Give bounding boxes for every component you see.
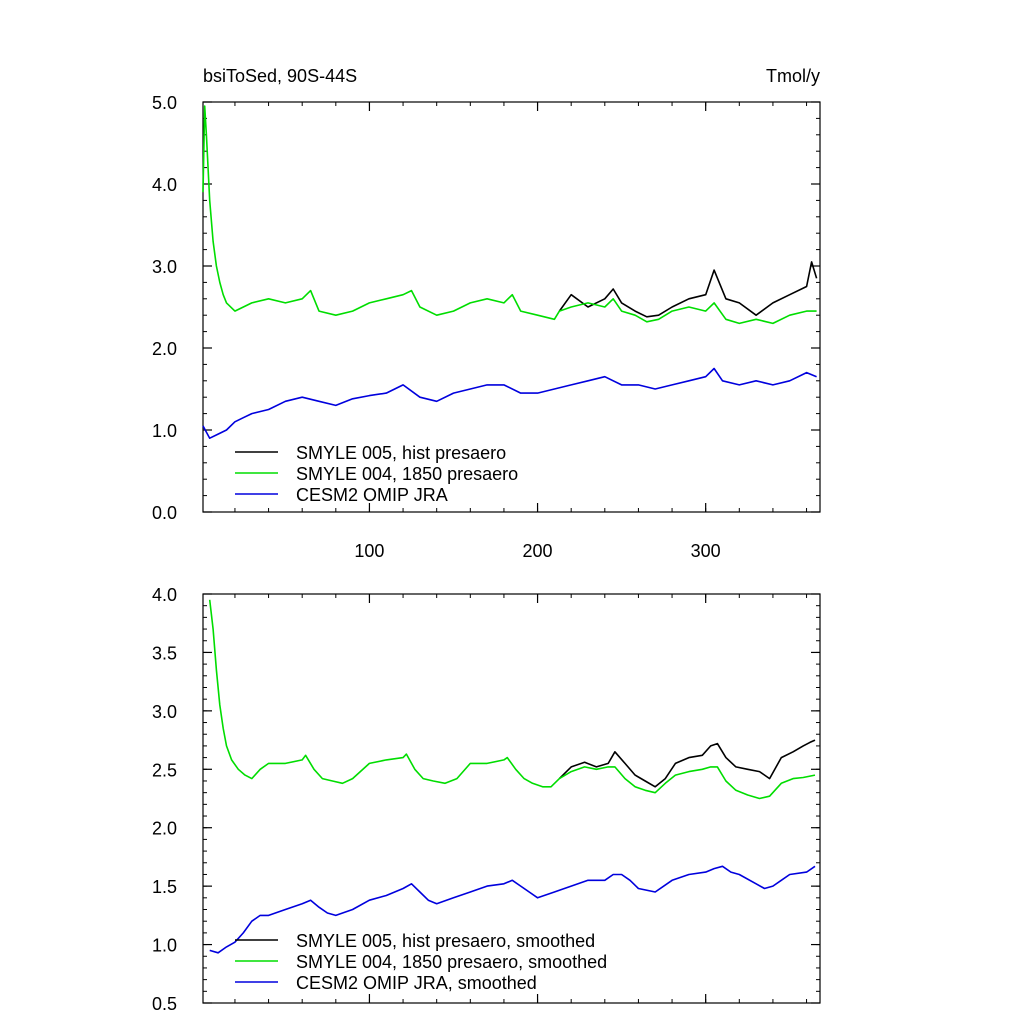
top-x-tick-label: 300 — [691, 541, 721, 561]
bottom-series-line-3 — [209, 865, 816, 954]
top-y-tick-label: 0.0 — [152, 503, 177, 523]
bottom-y-tick-label: 4.0 — [152, 585, 177, 605]
top-series-line-3 — [202, 367, 817, 440]
top-y-tick-label: 2.0 — [152, 339, 177, 359]
top-series-line-2 — [202, 105, 817, 325]
chart-title-left: bsiToSed, 90S-44S — [203, 66, 357, 86]
top-y-tick-label: 4.0 — [152, 175, 177, 195]
bottom-legend-label-2: SMYLE 004, 1850 presaero, smoothed — [296, 952, 607, 972]
top-series-line-1 — [558, 261, 818, 318]
top-y-tick-label: 5.0 — [152, 93, 177, 113]
top-panel: 0.0 1.0 2.0 3.0 4.0 5.0 100 200 300 SMYLE 005, hi… — [152, 93, 821, 561]
bottom-panel: 0.5 1.0 1.5 2.0 2.5 3.0 3.5 4.0 SMYLE 005, hist … — [152, 585, 821, 1014]
bottom-series-line-1 — [558, 739, 816, 788]
bottom-y-tick-label: 2.5 — [152, 760, 177, 780]
top-legend-label-3: CESM2 OMIP JRA — [296, 485, 448, 505]
bottom-y-tick-label: 3.5 — [152, 643, 177, 663]
bottom-series-line-2 — [208, 599, 816, 800]
bottom-y-tick-label: 2.0 — [152, 819, 177, 839]
bottom-y-tick-label: 1.0 — [152, 936, 177, 956]
top-x-tick-label: 100 — [354, 541, 384, 561]
bottom-y-tick-label: 0.5 — [152, 994, 177, 1014]
top-y-tick-label: 3.0 — [152, 257, 177, 277]
bottom-y-tick-label: 3.0 — [152, 702, 177, 722]
bottom-y-tick-label: 1.5 — [152, 877, 177, 897]
bottom-legend-label-1: SMYLE 005, hist presaero, smoothed — [296, 931, 595, 951]
top-plot-frame — [202, 101, 821, 513]
chart-title-units: Tmol/y — [766, 66, 820, 86]
top-x-tick-label: 200 — [523, 541, 553, 561]
bottom-plot-frame — [202, 593, 821, 1004]
top-legend-label-2: SMYLE 004, 1850 presaero — [296, 464, 518, 484]
bottom-legend-label-3: CESM2 OMIP JRA, smoothed — [296, 973, 537, 993]
top-legend-label-1: SMYLE 005, hist presaero — [296, 443, 506, 463]
top-y-tick-label: 1.0 — [152, 421, 177, 441]
